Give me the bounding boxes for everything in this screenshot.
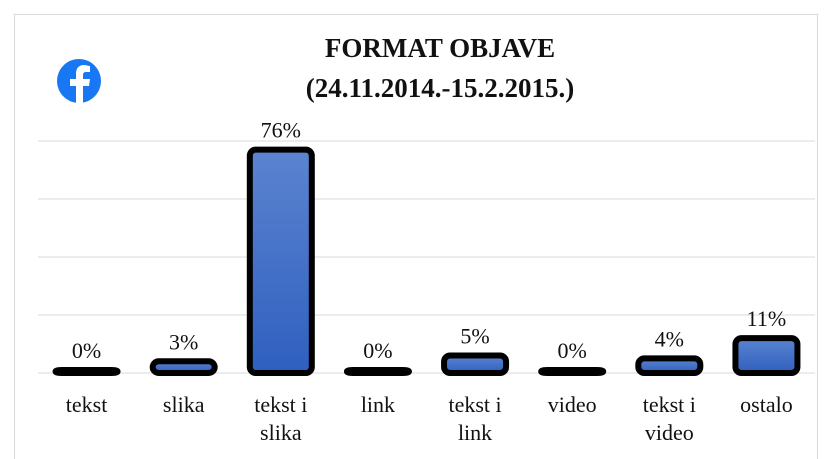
chart-title: FORMAT OBJAVE xyxy=(325,33,555,63)
bar xyxy=(52,367,121,376)
data-label: 11% xyxy=(747,306,787,331)
bar xyxy=(246,146,315,376)
bar xyxy=(149,358,218,376)
x-tick-label: video xyxy=(547,392,597,417)
chart-frame xyxy=(14,14,818,459)
bar xyxy=(635,355,704,376)
x-tick-label: tekst i slika xyxy=(254,392,308,445)
data-label: 76% xyxy=(261,118,301,143)
data-label: 4% xyxy=(655,326,684,351)
bar xyxy=(732,335,801,377)
data-label: 0% xyxy=(363,338,392,363)
bar xyxy=(343,367,412,376)
data-label: 5% xyxy=(460,324,489,349)
facebook-icon xyxy=(57,59,101,103)
x-tick-label: ostalo xyxy=(740,392,793,417)
data-label: 0% xyxy=(72,338,101,363)
x-tick-label: tekst i video xyxy=(642,392,696,445)
x-tick-label: tekst xyxy=(65,392,108,417)
data-label: 3% xyxy=(169,329,198,354)
bar xyxy=(538,367,607,376)
x-tick-label: slika xyxy=(162,392,205,417)
x-tick-label: tekst i link xyxy=(448,392,502,445)
x-tick-label: link xyxy=(360,392,396,417)
data-label: 0% xyxy=(558,338,587,363)
chart-subtitle: (24.11.2014.-15.2.2015.) xyxy=(306,73,574,103)
bar xyxy=(441,352,510,376)
